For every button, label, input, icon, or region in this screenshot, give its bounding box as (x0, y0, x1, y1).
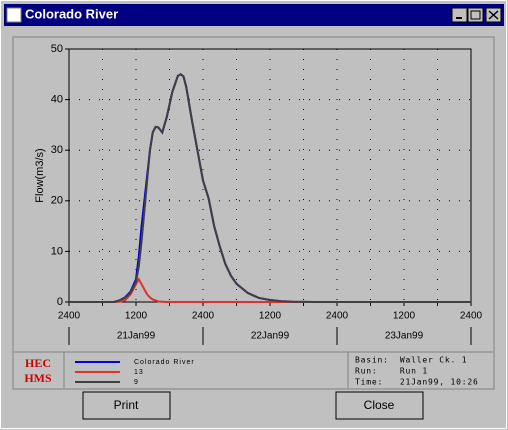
minimize-button[interactable] (451, 7, 468, 23)
x-tick-label: 2400 (192, 311, 215, 322)
chart-panel (12, 36, 495, 390)
y-tick-label: 10 (51, 245, 63, 257)
maximize-button[interactable] (467, 7, 484, 23)
y-tick-label: 50 (51, 43, 63, 55)
logo-line: HEC (25, 356, 51, 370)
legend-label: 13 (134, 369, 144, 376)
close-button[interactable]: Close (335, 391, 424, 420)
title-bar (4, 4, 504, 26)
info-line: Run: Run 1 (355, 367, 428, 376)
date-label: 22Jan99 (251, 331, 290, 342)
window-controls (451, 7, 502, 23)
x-tick-label: 1200 (259, 311, 282, 322)
x-tick-label: 2400 (460, 311, 483, 322)
legend-label: Colorado River (134, 359, 195, 366)
close-icon (488, 10, 499, 20)
legend-label: 9 (134, 379, 139, 386)
app-icon (6, 7, 22, 23)
x-tick-label: 2400 (58, 311, 81, 322)
x-tick-label: 1200 (125, 311, 148, 322)
logo-line: HMS (24, 371, 52, 385)
button-frame[interactable] (82, 391, 171, 420)
series-line (69, 277, 471, 303)
button-frame[interactable] (335, 391, 424, 420)
print-button[interactable]: Print (82, 391, 171, 420)
info-line: Basin: Waller Ck. 1 (355, 356, 467, 365)
y-tick-label: 20 (51, 195, 63, 207)
window-title: Colorado River (25, 6, 118, 21)
button-label[interactable]: Close (364, 398, 395, 412)
y-tick-label: 30 (51, 144, 63, 156)
date-label: 21Jan99 (117, 331, 156, 342)
x-tick-label: 1200 (393, 311, 416, 322)
y-tick-label: 40 (51, 94, 63, 106)
maximize-icon (470, 10, 481, 20)
button-label[interactable]: Print (114, 398, 139, 412)
date-label: 23Jan99 (385, 331, 424, 342)
x-tick-label: 2400 (326, 311, 349, 322)
series-line (69, 73, 471, 303)
y-axis-label: Flow(m3/s) (34, 148, 46, 202)
info-line: Time: 21Jan99, 10:26 (355, 378, 479, 387)
y-tick-label: 0 (57, 296, 63, 308)
